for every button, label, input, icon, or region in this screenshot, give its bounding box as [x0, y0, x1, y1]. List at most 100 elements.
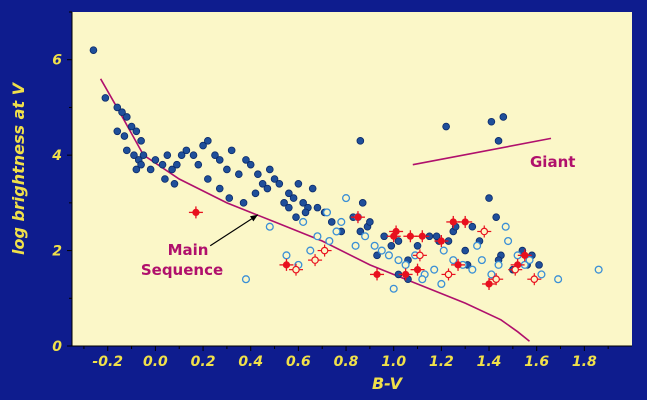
filled-star-point [101, 94, 110, 102]
open-star-point [370, 241, 379, 250]
filled-star-point [137, 160, 145, 169]
red-open-point [511, 265, 520, 274]
red-filled-point [402, 270, 410, 279]
y-tick-label: 0 [52, 339, 62, 355]
open-star-point [341, 194, 351, 203]
open-star-point [384, 251, 393, 260]
annotations-layer: Main Sequence Giant [141, 153, 576, 279]
x-tick-label: 0.6 [286, 354, 311, 370]
filled-star-point [242, 156, 250, 164]
x-tick-label: 1.2 [429, 354, 454, 370]
open-star-point [537, 270, 546, 279]
filled-star-point [461, 246, 469, 255]
red-open-point [311, 256, 319, 264]
filled-star-point [442, 122, 450, 131]
filled-star-point [270, 175, 279, 183]
red-filled-point [437, 237, 445, 245]
filled-star-point [182, 146, 191, 155]
red-open-point [292, 265, 300, 274]
open-star-point [594, 265, 603, 274]
red-open-point [530, 275, 539, 284]
red-open-point [416, 251, 424, 260]
filled-star-point [285, 189, 293, 198]
open-star-point [494, 260, 503, 269]
filled-star-point [123, 146, 131, 155]
y-tick-label: 4 [51, 148, 62, 164]
filled-star-point [432, 232, 441, 241]
filled-star-point [163, 151, 172, 159]
open-star-point [501, 222, 510, 231]
filled-star-point [146, 165, 155, 174]
axes-layer: 0 2 4 6 -0.2 0.0 0.2 0.4 0.6 0.8 1.0 1.2 1.4 1.6 1.8 B-… [9, 11, 632, 393]
filled-star-point [223, 165, 231, 174]
filled-star-point [251, 189, 260, 198]
open-star-point [394, 256, 403, 265]
x-axis-label: B-V [372, 374, 404, 393]
filled-star-point [263, 184, 272, 193]
red-filled-point [192, 208, 200, 216]
filled-star-point [227, 146, 236, 155]
red-open-point [320, 246, 329, 255]
open-star-point [389, 284, 398, 293]
filled-star-point [113, 103, 122, 112]
open-star-point [306, 246, 315, 255]
filled-star-point [373, 251, 381, 260]
annotation-giant: Giant [530, 153, 575, 171]
filled-star-point [189, 151, 198, 159]
red-filled-point [418, 232, 426, 240]
open-star-point [477, 256, 486, 265]
filled-star-point [204, 137, 212, 145]
red-filled-point [521, 251, 529, 259]
filled-star-point [327, 218, 336, 226]
filled-star-point [118, 108, 126, 116]
red-filled-point [354, 213, 362, 221]
filled-star-point [89, 46, 98, 54]
filled-star-point [132, 165, 141, 174]
red-filled-point [406, 232, 414, 240]
filled-star-point [225, 194, 234, 202]
open-star-point [361, 232, 370, 241]
filled-star-point [494, 137, 503, 145]
filled-star-point [173, 160, 181, 169]
filled-star-point [380, 232, 388, 241]
annotation-main: Main [168, 241, 209, 259]
filled-star-point [487, 117, 496, 126]
open-star-point [554, 275, 563, 284]
open-star-point [430, 265, 439, 274]
red-open-point [492, 275, 500, 284]
filled-star-point [413, 242, 422, 250]
red-open-point [444, 270, 453, 279]
filled-star-point [215, 184, 224, 193]
filled-star-point [356, 137, 365, 145]
red-filled-point [413, 266, 422, 274]
filled-star-point [280, 199, 288, 207]
x-tick-label: 1.0 [381, 354, 406, 370]
filled-star-point [158, 160, 167, 169]
x-tick-label: 1.8 [572, 354, 597, 370]
x-tick-label: 1.6 [524, 354, 549, 370]
filled-star-point [258, 179, 267, 188]
filled-star-point [168, 165, 176, 174]
x-tick-label: 0.0 [143, 354, 168, 370]
filled-star-point [199, 141, 207, 150]
main-sequence-arrow [209, 214, 259, 247]
red-open-point [480, 227, 489, 236]
y-axis-label: log brightness at V [9, 81, 28, 255]
filled-star-point [292, 213, 300, 221]
open-star-point [332, 227, 341, 236]
open-star-point [377, 246, 386, 255]
filled-star-point [132, 127, 141, 136]
filled-star-point [127, 122, 136, 131]
filled-star-point [285, 203, 293, 212]
filled-star-point [170, 179, 179, 188]
filled-star-point [492, 213, 500, 221]
filled-star-point [308, 184, 317, 193]
red-filled-point [373, 270, 381, 279]
open-star-point [468, 265, 477, 274]
filled-star-point [499, 113, 508, 121]
filled-star-point [535, 261, 543, 269]
filled-star-point [239, 199, 248, 207]
filled-star-point [211, 151, 219, 159]
